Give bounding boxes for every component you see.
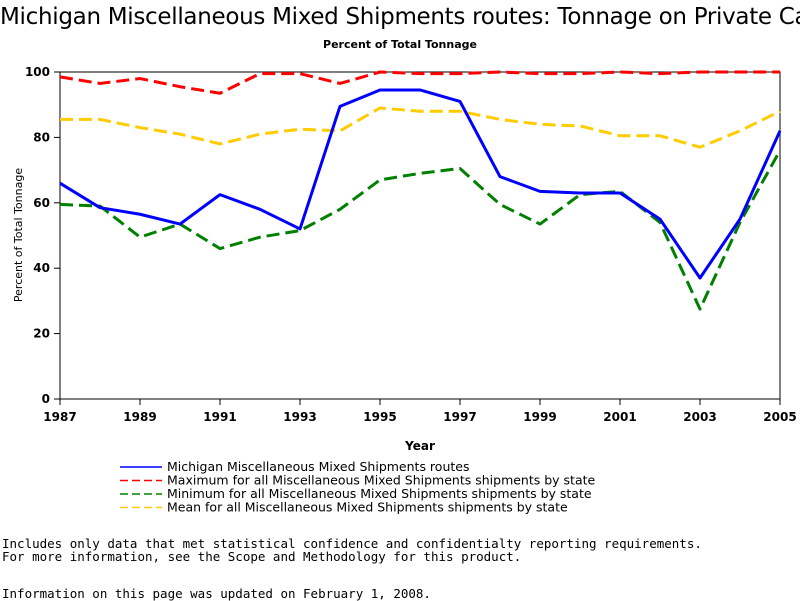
y-axis-title: Percent of Total Tonnage — [12, 168, 25, 302]
note-methodology: For more information, see the Scope and … — [2, 549, 522, 564]
note-confidence: Includes only data that met statistical … — [2, 536, 702, 551]
legend-label: Maximum for all Miscellaneous Mixed Ship… — [167, 473, 596, 488]
legend-label: Minimum for all Miscellaneous Mixed Ship… — [167, 486, 592, 501]
x-tick-label: 1995 — [363, 410, 396, 424]
chart-subtitle: Percent of Total Tonnage — [323, 38, 477, 51]
x-tick-label: 2001 — [603, 410, 636, 424]
x-tick-label: 2005 — [763, 410, 796, 424]
y-tick-label: 80 — [33, 130, 50, 144]
x-tick-label: 1987 — [43, 410, 76, 424]
x-tick-label: 1989 — [123, 410, 156, 424]
legend-label: Mean for all Miscellaneous Mixed Shipmen… — [167, 500, 568, 515]
series-line-2 — [59, 149, 782, 311]
axes: 1987 1989 1991 1993 1995 1997 1999 2001 2003 2005… — [25, 65, 797, 424]
chart-title: Michigan Miscellaneous Mixed Shipments r… — [0, 4, 800, 30]
x-tick-label: 1991 — [203, 410, 236, 424]
note-updated: Information on this page was updated on … — [2, 586, 431, 601]
y-tick-label: 20 — [33, 327, 50, 341]
legend: Michigan Miscellaneous Mixed Shipments r… — [120, 459, 596, 515]
x-tick-label: 2003 — [683, 410, 716, 424]
plot-frame — [59, 71, 781, 400]
x-tick-label: 1999 — [523, 410, 556, 424]
series-line-3 — [60, 106, 781, 149]
x-tick-label: 1993 — [283, 410, 316, 424]
y-tick-label: 40 — [33, 261, 50, 275]
series-line-0 — [59, 88, 782, 280]
x-tick-label: 1997 — [443, 410, 476, 424]
x-axis-title: Year — [404, 439, 435, 453]
series-line-1 — [59, 70, 780, 95]
y-tick-label: 100 — [25, 65, 50, 79]
y-tick-label: 0 — [42, 392, 50, 406]
series-lines — [59, 70, 782, 311]
legend-label: Michigan Miscellaneous Mixed Shipments r… — [167, 459, 469, 474]
y-tick-label: 60 — [33, 196, 50, 210]
